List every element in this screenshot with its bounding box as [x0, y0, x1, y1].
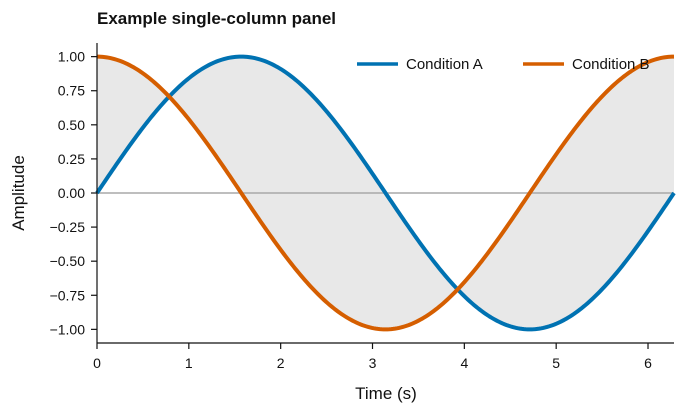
x-tick-label: 5	[552, 355, 560, 371]
legend: Condition A Condition B	[357, 56, 650, 73]
y-tick-label: −1.00	[50, 321, 86, 337]
series-line-condition-b	[96, 54, 675, 332]
legend-label-condition-a: Condition A	[406, 56, 483, 73]
y-tick-label: −0.50	[50, 253, 86, 269]
y-tick-label: −0.25	[50, 219, 86, 235]
y-tick-label: 0.25	[58, 151, 85, 167]
x-tick-label: 4	[460, 355, 468, 371]
y-tick-label: 1.00	[58, 49, 85, 65]
y-axis-label: Amplitude	[9, 155, 28, 231]
x-tick-label: 2	[277, 355, 285, 371]
x-tick-label: 3	[369, 355, 377, 371]
series-line-condition-a	[95, 54, 676, 332]
y-tick-label: 0.50	[58, 117, 85, 133]
legend-label-condition-b: Condition B	[572, 56, 650, 73]
ticks: 0 1 2 3 4 5 6 1.00 0.75 0.50 0.25 0.00 −0.25 −0.50 −0.…	[50, 49, 653, 371]
x-tick-label: 1	[185, 355, 193, 371]
y-tick-label: −0.75	[50, 287, 86, 303]
x-tick-label: 0	[93, 355, 101, 371]
chart-title: Example single-column panel	[97, 9, 336, 28]
plot-area	[95, 54, 676, 332]
x-axis-label: Time (s)	[355, 384, 417, 403]
y-tick-label: 0.75	[58, 83, 85, 99]
y-tick-label: 0.00	[58, 185, 85, 201]
x-tick-label: 6	[644, 355, 652, 371]
